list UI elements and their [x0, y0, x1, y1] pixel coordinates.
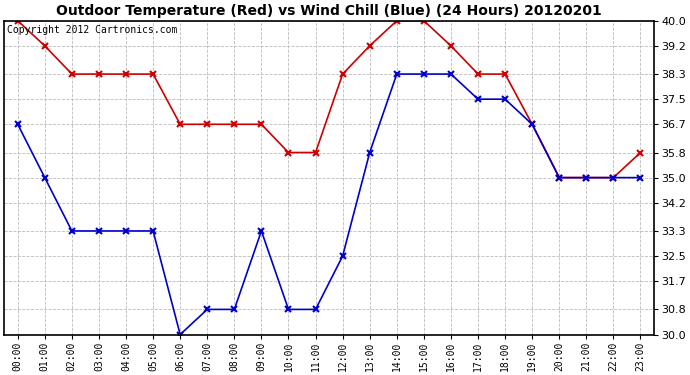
Text: Copyright 2012 Cartronics.com: Copyright 2012 Cartronics.com	[8, 26, 178, 35]
Title: Outdoor Temperature (Red) vs Wind Chill (Blue) (24 Hours) 20120201: Outdoor Temperature (Red) vs Wind Chill …	[56, 4, 602, 18]
